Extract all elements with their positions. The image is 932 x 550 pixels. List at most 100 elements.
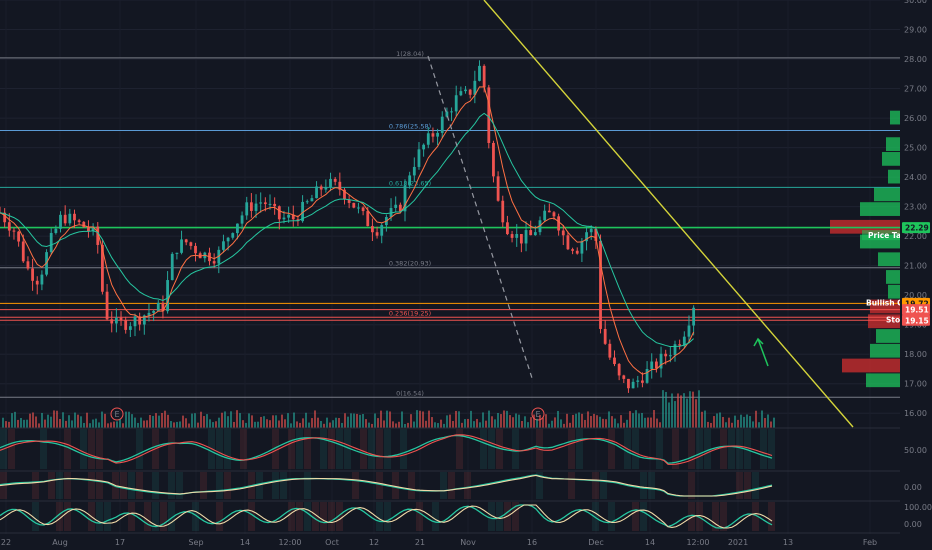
volume-bar bbox=[620, 415, 622, 428]
volume-bar bbox=[719, 412, 721, 428]
volume-bar bbox=[35, 416, 37, 428]
volume-bar bbox=[380, 410, 382, 428]
volume-bar bbox=[383, 420, 385, 428]
candle bbox=[454, 95, 458, 112]
time-tick-label: Sep bbox=[188, 538, 203, 547]
volume-bar bbox=[29, 413, 31, 428]
volume-bar bbox=[614, 418, 616, 428]
volume-bar bbox=[329, 422, 331, 428]
volume-bar bbox=[275, 415, 277, 428]
price-tick-label: 24.00 bbox=[904, 173, 927, 182]
time-tick-label: 2021 bbox=[728, 538, 748, 547]
volume-bar bbox=[218, 417, 220, 428]
panel-band bbox=[280, 472, 287, 499]
volume-bar bbox=[365, 419, 367, 428]
candle bbox=[603, 328, 607, 344]
candle bbox=[599, 240, 602, 329]
candle bbox=[687, 325, 691, 337]
volume-bar bbox=[125, 411, 127, 428]
volume-bar bbox=[722, 417, 724, 428]
panel-band bbox=[80, 429, 87, 469]
volume-bar bbox=[494, 419, 496, 428]
volume-bar bbox=[470, 410, 472, 428]
panel-band bbox=[696, 429, 703, 469]
panel-band bbox=[736, 472, 743, 499]
candle bbox=[357, 207, 360, 209]
panel-band bbox=[176, 472, 183, 499]
volume-bar bbox=[167, 414, 169, 428]
volume-bar bbox=[554, 417, 556, 428]
volume-bar bbox=[488, 410, 490, 428]
price-tag bbox=[902, 314, 930, 326]
volume-bar bbox=[425, 420, 427, 428]
volume-bar bbox=[461, 422, 463, 428]
candle bbox=[236, 223, 239, 234]
panel-band bbox=[128, 472, 135, 499]
panel-band bbox=[736, 429, 743, 469]
volume-bar bbox=[473, 421, 475, 428]
volume-bar bbox=[104, 413, 106, 428]
candle bbox=[352, 202, 356, 208]
volume-bar bbox=[497, 412, 499, 428]
candle bbox=[543, 210, 547, 221]
panel-band bbox=[384, 502, 391, 531]
volume-bar bbox=[164, 410, 166, 428]
volume-bar bbox=[32, 412, 34, 428]
volume-bar bbox=[80, 416, 82, 428]
volume-bar bbox=[743, 416, 745, 428]
candle bbox=[310, 198, 314, 202]
panel-band bbox=[216, 502, 223, 531]
panel-band bbox=[96, 502, 103, 531]
trendline[interactable] bbox=[483, 0, 854, 428]
candle bbox=[613, 357, 616, 365]
volume-bar bbox=[536, 418, 538, 428]
candle bbox=[375, 232, 379, 236]
candle bbox=[496, 176, 500, 201]
candle bbox=[26, 261, 30, 269]
candle bbox=[487, 87, 491, 143]
volume-bar bbox=[506, 410, 508, 428]
arrow-head-icon bbox=[753, 337, 764, 347]
volume-bar bbox=[695, 399, 697, 428]
indicator-signal-line bbox=[0, 434, 773, 465]
earnings-marker-icon[interactable] bbox=[110, 407, 124, 421]
volume-bar bbox=[203, 416, 205, 428]
candle bbox=[343, 189, 346, 200]
volume-bar bbox=[455, 410, 457, 428]
panel-band bbox=[568, 472, 575, 499]
volume-bar bbox=[278, 420, 280, 428]
panel-band bbox=[96, 429, 103, 469]
candle bbox=[417, 149, 421, 167]
panel-band bbox=[64, 502, 71, 531]
volume-bar bbox=[236, 410, 238, 428]
volume-bar bbox=[389, 411, 391, 428]
volume-bar bbox=[521, 420, 523, 428]
panel-band bbox=[64, 429, 71, 469]
candle bbox=[338, 181, 342, 190]
volume-bar bbox=[314, 410, 316, 428]
candle bbox=[464, 89, 467, 92]
volume-bar bbox=[566, 413, 568, 428]
panel-band bbox=[696, 502, 703, 531]
volume-bar bbox=[374, 413, 376, 428]
candle bbox=[124, 320, 128, 330]
panel-band bbox=[8, 429, 15, 469]
candle bbox=[324, 187, 328, 190]
volume-bar bbox=[587, 411, 589, 428]
volume-profile-bar bbox=[878, 252, 900, 267]
candle bbox=[73, 213, 76, 221]
volume-bar bbox=[728, 417, 730, 428]
candle bbox=[63, 214, 67, 224]
candle bbox=[492, 142, 495, 177]
candle bbox=[114, 317, 118, 324]
panel-band bbox=[688, 429, 695, 469]
volume-bar bbox=[65, 420, 67, 428]
volume-bar bbox=[110, 422, 112, 428]
candle bbox=[627, 378, 630, 389]
panel-band bbox=[192, 502, 199, 531]
candle bbox=[571, 249, 574, 251]
candle bbox=[608, 343, 612, 358]
panel-band bbox=[288, 429, 295, 469]
volume-bar bbox=[368, 422, 370, 428]
